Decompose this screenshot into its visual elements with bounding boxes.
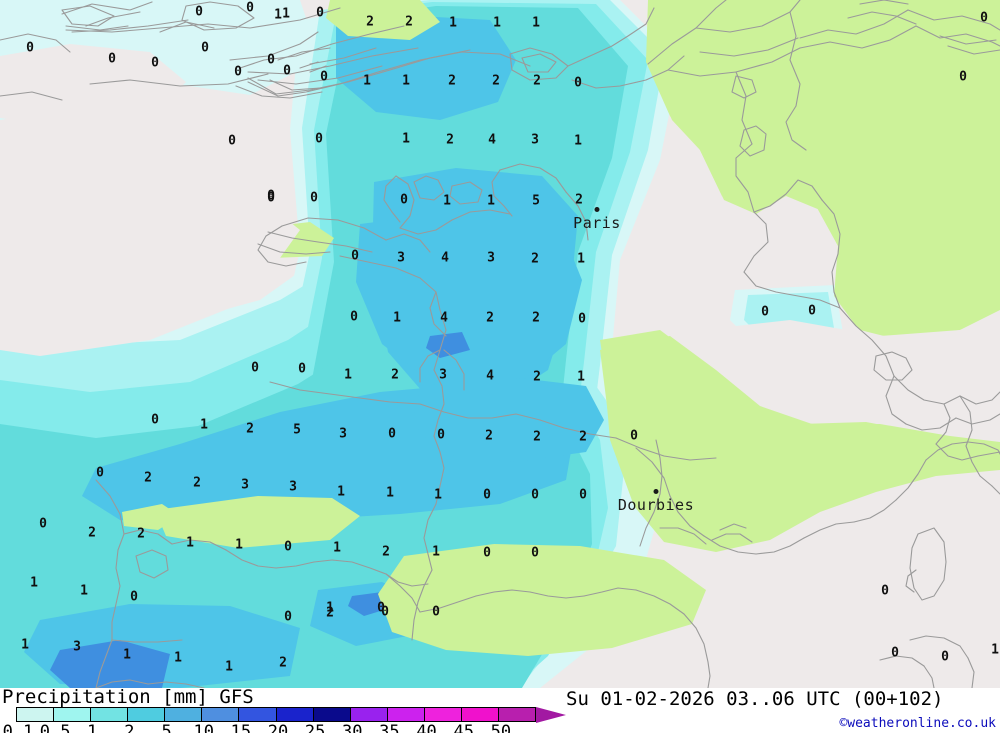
model-run-header: Su 01-02-2026 03..06 UTC (00+102) [566,688,944,710]
map-canvas [0,0,1000,688]
color-scale-swatch[interactable] [53,708,91,721]
legend-title: Precipitation [mm] GFS [2,686,254,708]
color-scale-swatch[interactable] [201,708,239,721]
coastlines-and-borders [0,0,1000,688]
color-scale-swatch[interactable] [17,708,54,721]
color-scale-swatch[interactable] [164,708,202,721]
color-scale-tick-label: 50 [490,722,512,733]
color-scale-tick-label: 1 [87,722,98,733]
color-scale-tick-label: 40 [416,722,437,733]
color-scale-tick-label: 20 [267,722,289,733]
color-scale-tick-label: 35 [379,722,400,733]
color-scale-swatch[interactable] [238,708,276,721]
color-scale-tick-label: 0.1 [2,722,34,733]
legend-title-model: GFS [219,686,254,708]
color-scale-swatch[interactable] [127,708,165,721]
color-scale-tick-label: 45 [453,722,474,733]
color-scale-swatch[interactable] [498,708,536,721]
color-scale-swatch[interactable] [460,708,499,721]
color-scale-tick-label: 30 [342,722,363,733]
color-scale[interactable] [16,707,536,722]
color-scale-tick-label: 0.5 [39,722,71,733]
color-scale-tick-label: 25 [304,722,326,733]
color-scale-swatch[interactable] [312,708,350,721]
color-scale-tick-label: 15 [230,722,252,733]
color-scale-swatch[interactable] [423,708,461,721]
color-scale-tick-label: 10 [193,722,214,733]
copyright-notice: ©weatheronline.co.uk [839,716,996,731]
color-scale-swatch[interactable] [386,708,424,721]
color-scale-overflow-arrow [536,707,566,723]
color-scale-swatch[interactable] [275,708,313,721]
color-scale-tick-label: 5 [161,722,172,733]
color-scale-tick-label: 2 [124,722,135,733]
legend-title-parameter: Precipitation [2,686,151,708]
color-scale-swatch[interactable] [90,708,128,721]
legend-title-unit: [mm] [162,686,208,708]
color-scale-ticks: 0.1 0.5 1 2 5 10 15 20 25 30 35 40 45 50 [0,722,560,733]
color-scale-swatch[interactable] [349,708,387,721]
color-scale-bar[interactable] [16,707,536,722]
legend-footer: Precipitation [mm] GFS 0.1 0.5 1 2 5 10 15 20 25… [0,686,1000,733]
